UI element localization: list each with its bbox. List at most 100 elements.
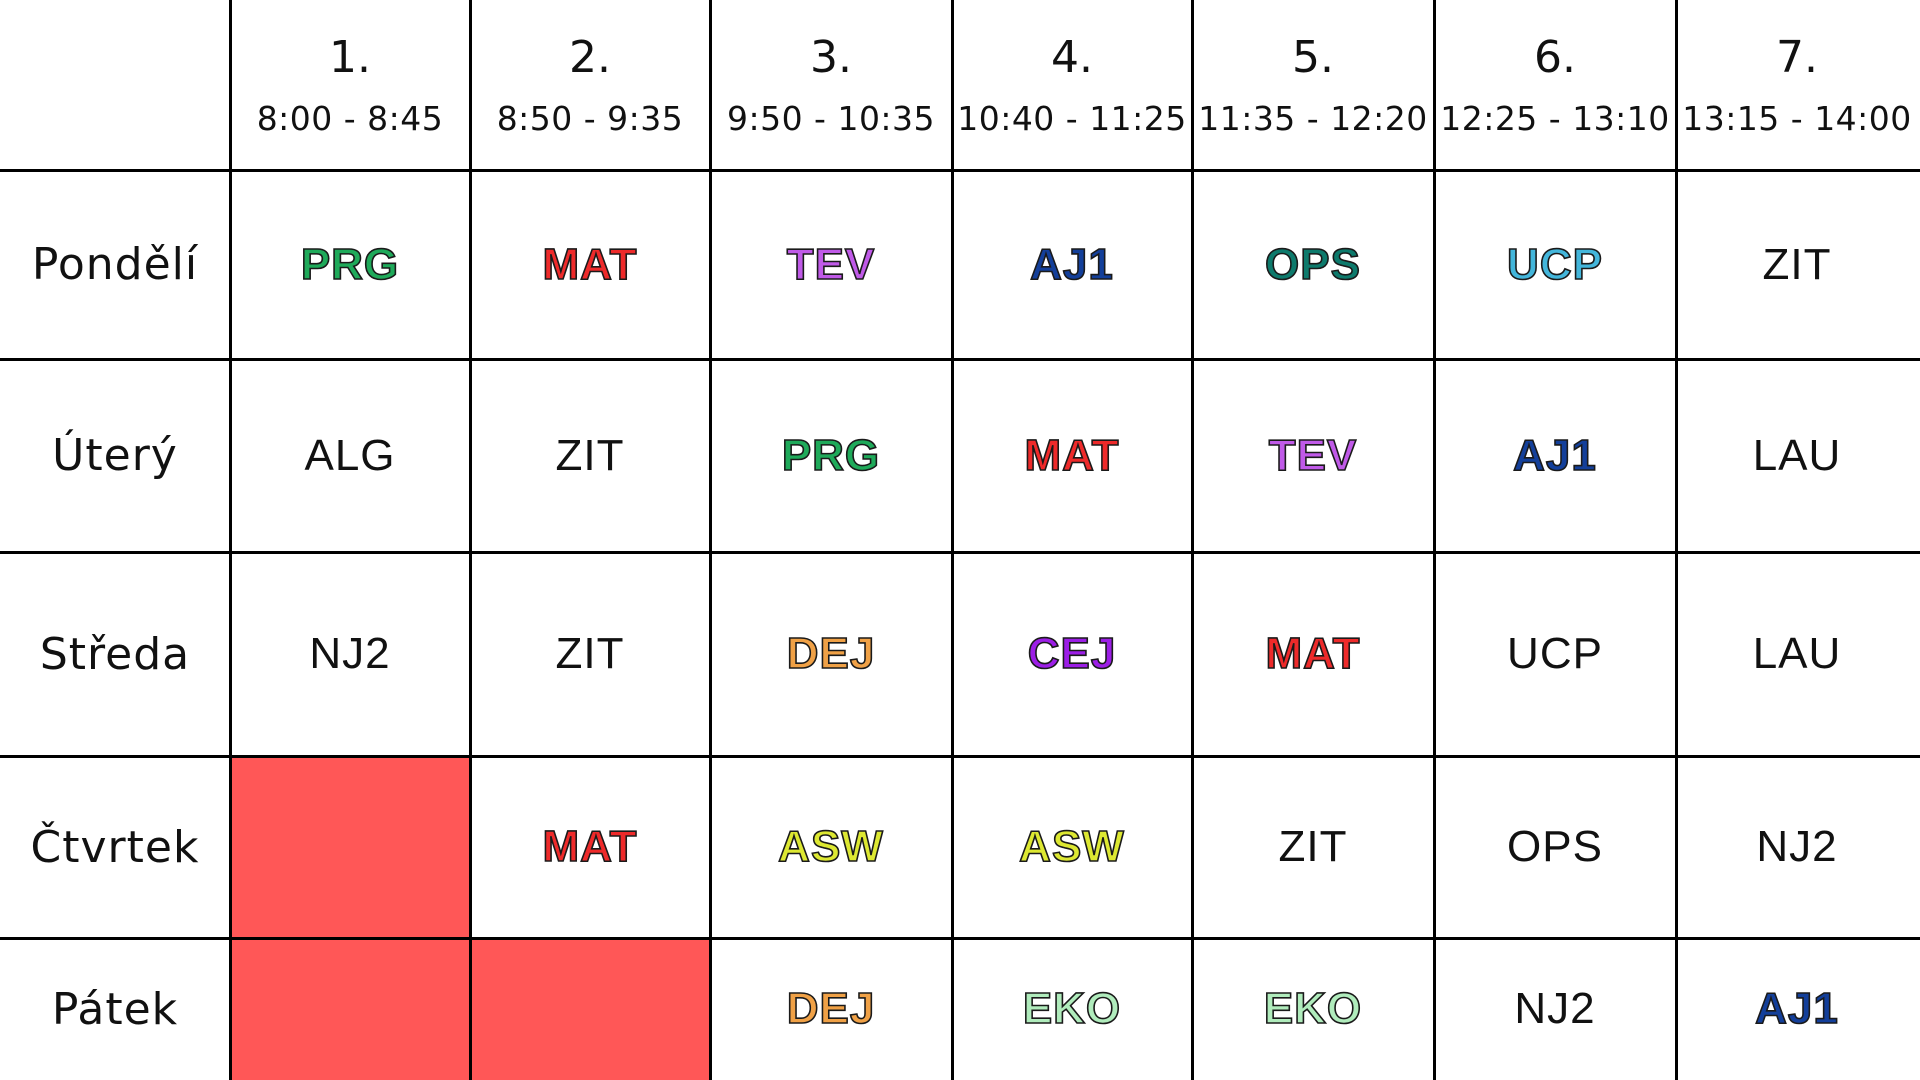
- blocked-slot: [470, 938, 710, 1080]
- lesson-cell: UCP: [1434, 552, 1676, 756]
- day-label-cell: Pátek: [0, 938, 230, 1080]
- lesson-cell: ALG: [230, 359, 470, 552]
- lesson-cell: TEV: [1192, 359, 1434, 552]
- day-label: Úterý: [52, 430, 178, 481]
- period-time: 8:00 - 8:45: [256, 98, 444, 138]
- day-label-cell: Čtvrtek: [0, 756, 230, 938]
- day-label: Pátek: [51, 983, 179, 1035]
- day-label: Čtvrtek: [30, 821, 200, 873]
- period-header: 4. 10:40 - 11:25: [952, 0, 1192, 170]
- grid-line-vertical: [1191, 0, 1194, 1080]
- blocked-slot: [230, 938, 470, 1080]
- lesson-cell: ZIT: [1676, 170, 1918, 359]
- lesson-cell: AJ1: [1676, 938, 1918, 1080]
- subject-label: DEJ: [786, 628, 876, 679]
- lesson-cell: EKO: [1192, 938, 1434, 1080]
- subject-label: PRG: [781, 430, 881, 481]
- period-time: 10:40 - 11:25: [957, 98, 1187, 138]
- lesson-cell: EKO: [952, 938, 1192, 1080]
- lesson-cell: PRG: [230, 170, 470, 359]
- subject-label: MAT: [542, 821, 638, 872]
- grid-line-horizontal: [0, 358, 1920, 361]
- subject-label: TEV: [1268, 430, 1358, 481]
- lesson-cell: MAT: [1192, 552, 1434, 756]
- lesson-cell: LAU: [1676, 552, 1918, 756]
- grid-line-vertical: [709, 0, 712, 1080]
- subject-label: AJ1: [1029, 239, 1114, 290]
- subject-label: ASW: [1018, 821, 1125, 872]
- lesson-cell: LAU: [1676, 359, 1918, 552]
- lesson-cell: TEV: [710, 170, 952, 359]
- grid-line-vertical: [951, 0, 954, 1080]
- lesson-cell: ASW: [952, 756, 1192, 938]
- lesson-cell: DEJ: [710, 938, 952, 1080]
- subject-label: ZIT: [1278, 822, 1348, 871]
- subject-label: UCP: [1506, 239, 1603, 290]
- subject-label: ZIT: [555, 430, 625, 480]
- lesson-cell: ZIT: [470, 552, 710, 756]
- lesson-cell: ASW: [710, 756, 952, 938]
- period-number: 4.: [1051, 31, 1093, 83]
- day-label-cell: Středa: [0, 552, 230, 756]
- lesson-cell: OPS: [1192, 170, 1434, 359]
- grid-line-vertical: [1433, 0, 1436, 1080]
- lesson-cell: MAT: [470, 170, 710, 359]
- subject-label: NJ2: [1756, 822, 1838, 871]
- period-time: 9:50 - 10:35: [726, 98, 936, 138]
- lesson-cell: MAT: [952, 359, 1192, 552]
- period-number: 2.: [569, 31, 611, 83]
- subject-label: ALG: [304, 430, 396, 480]
- subject-label: CEJ: [1027, 628, 1117, 679]
- subject-label: LAU: [1752, 629, 1842, 678]
- subject-label: MAT: [542, 239, 638, 290]
- period-number: 7.: [1776, 31, 1818, 83]
- lesson-cell: AJ1: [952, 170, 1192, 359]
- day-label-cell: Pondělí: [0, 170, 230, 359]
- grid-line-vertical: [229, 0, 232, 1080]
- lesson-cell: NJ2: [1676, 756, 1918, 938]
- subject-label: ZIT: [555, 629, 625, 678]
- lesson-cell: PRG: [710, 359, 952, 552]
- lesson-cell: DEJ: [710, 552, 952, 756]
- subject-label: ASW: [777, 821, 884, 872]
- subject-label: EKO: [1022, 983, 1122, 1034]
- subject-label: PRG: [300, 239, 400, 290]
- lesson-cell: NJ2: [230, 552, 470, 756]
- subject-label: TEV: [786, 239, 876, 290]
- day-label: Pondělí: [31, 239, 199, 290]
- blocked-slot: [230, 756, 470, 938]
- period-number: 5.: [1292, 31, 1334, 83]
- subject-label: ZIT: [1762, 239, 1832, 289]
- subject-label: OPS: [1264, 239, 1361, 290]
- grid-line-horizontal: [0, 551, 1920, 554]
- lesson-cell: UCP: [1434, 170, 1676, 359]
- lesson-cell: ZIT: [470, 359, 710, 552]
- subject-label: MAT: [1265, 628, 1361, 679]
- period-header: 2. 8:50 - 9:35: [470, 0, 710, 170]
- period-number: 1.: [329, 31, 371, 83]
- lesson-cell: CEJ: [952, 552, 1192, 756]
- period-header: 3. 9:50 - 10:35: [710, 0, 952, 170]
- period-time: 11:35 - 12:20: [1198, 98, 1428, 138]
- lesson-cell: AJ1: [1434, 359, 1676, 552]
- day-label: Středa: [39, 628, 191, 680]
- grid-line-horizontal: [0, 937, 1920, 940]
- period-header: 1. 8:00 - 8:45: [230, 0, 470, 170]
- lesson-cell: ZIT: [1192, 756, 1434, 938]
- period-number: 3.: [810, 31, 852, 83]
- period-header: 5. 11:35 - 12:20: [1192, 0, 1434, 170]
- period-header: 6. 12:25 - 13:10: [1434, 0, 1676, 170]
- subject-label: MAT: [1024, 430, 1120, 481]
- subject-label: UCP: [1507, 629, 1603, 678]
- grid-line-vertical: [1675, 0, 1678, 1080]
- period-time: 8:50 - 9:35: [496, 98, 684, 138]
- lesson-cell: OPS: [1434, 756, 1676, 938]
- subject-label: AJ1: [1512, 430, 1597, 481]
- grid-line-vertical: [469, 0, 472, 1080]
- subject-label: EKO: [1263, 983, 1363, 1034]
- lesson-cell: NJ2: [1434, 938, 1676, 1080]
- lesson-cell: MAT: [470, 756, 710, 938]
- period-time: 13:15 - 14:00: [1682, 98, 1912, 138]
- subject-label: OPS: [1507, 822, 1603, 871]
